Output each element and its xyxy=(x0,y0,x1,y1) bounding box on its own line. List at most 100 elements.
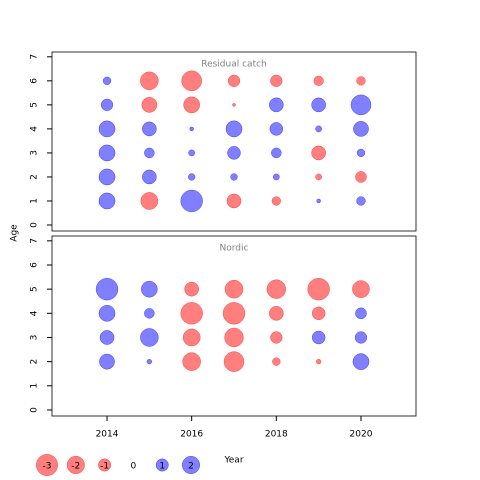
bubble xyxy=(184,281,199,297)
y-tick-label: 2 xyxy=(30,174,40,180)
bubble xyxy=(98,168,116,186)
bubble xyxy=(180,302,203,325)
y-tick-label: 7 xyxy=(30,54,40,60)
x-tick-label: 2018 xyxy=(265,430,288,440)
legend-bubble xyxy=(66,455,85,475)
y-tick-label: 2 xyxy=(30,359,40,365)
bubble xyxy=(99,330,115,345)
bubble xyxy=(222,302,246,325)
y-tick-label: 3 xyxy=(30,335,40,341)
bubble xyxy=(142,121,157,137)
bubble xyxy=(353,121,369,137)
bubble xyxy=(98,144,116,162)
bubble xyxy=(180,189,203,213)
y-tick-label: 6 xyxy=(30,262,40,268)
bubble xyxy=(350,94,372,116)
y-tick-label: 6 xyxy=(30,78,40,84)
bubble xyxy=(188,149,196,157)
bubble xyxy=(356,76,366,86)
x-tick-label: 2020 xyxy=(350,430,373,440)
bubble xyxy=(315,358,322,365)
bubble xyxy=(146,358,153,365)
bubble xyxy=(232,103,236,107)
bubble xyxy=(224,327,244,348)
y-tick-label: 3 xyxy=(30,150,40,156)
bubble xyxy=(355,171,367,183)
bubble xyxy=(311,145,326,161)
y-tick-label: 0 xyxy=(30,407,40,413)
bubble xyxy=(141,280,158,298)
y-tick-label: 1 xyxy=(30,383,40,389)
bubble xyxy=(98,192,116,210)
bubble xyxy=(227,74,241,87)
bubble xyxy=(182,328,201,347)
bubble xyxy=(98,304,116,322)
bubble xyxy=(266,279,286,299)
bubble xyxy=(313,75,324,86)
bubble xyxy=(183,96,201,114)
bubble xyxy=(224,279,244,299)
bubble xyxy=(272,357,281,366)
legend-label: 1 xyxy=(159,462,165,472)
y-tick-label: 4 xyxy=(30,126,40,132)
bubble xyxy=(188,173,196,181)
bubble xyxy=(227,146,241,160)
y-tick-label: 4 xyxy=(30,310,40,316)
bubble xyxy=(225,120,243,138)
bubble xyxy=(230,173,238,181)
legend-label: -2 xyxy=(71,462,80,472)
bubble xyxy=(269,97,284,113)
bubble xyxy=(140,192,159,210)
bubble xyxy=(182,352,201,371)
panel-title: Residual catch xyxy=(201,60,267,70)
bubble xyxy=(142,169,157,185)
bubble xyxy=(356,196,366,206)
bubble xyxy=(355,307,367,320)
bubble xyxy=(95,277,119,301)
panel-title: Nordic xyxy=(220,244,249,254)
x-axis-label: Year xyxy=(223,456,243,466)
bubble xyxy=(311,306,326,321)
legend-bubble xyxy=(98,458,112,472)
bubble xyxy=(311,330,326,345)
panel-frame xyxy=(51,51,417,232)
legend-bubble xyxy=(181,455,201,475)
y-tick-label: 0 xyxy=(30,222,40,228)
bubble xyxy=(315,125,323,133)
legend-label: 2 xyxy=(188,462,194,472)
bubble xyxy=(226,193,242,209)
bubble xyxy=(98,120,116,138)
bubble xyxy=(144,308,155,319)
bubble xyxy=(102,76,112,86)
bubble xyxy=(99,353,115,370)
bubble xyxy=(100,98,114,111)
bubble xyxy=(307,277,330,301)
bubble xyxy=(352,280,370,298)
bubble xyxy=(270,331,283,344)
bubble xyxy=(271,196,281,206)
bubble xyxy=(311,97,326,113)
bubble xyxy=(223,351,245,372)
y-tick-label: 7 xyxy=(30,238,40,244)
panel-frame xyxy=(51,235,417,417)
legend-bubble xyxy=(36,454,58,476)
bubble xyxy=(141,97,158,113)
y-axis-label: Age xyxy=(10,224,20,242)
bubble xyxy=(272,173,280,181)
bubble xyxy=(270,74,283,87)
bubble xyxy=(140,328,159,347)
legend-bubble xyxy=(155,458,169,472)
bubble xyxy=(181,70,202,92)
y-tick-label: 5 xyxy=(30,102,40,108)
x-tick-label: 2016 xyxy=(180,430,203,440)
y-tick-label: 1 xyxy=(30,198,40,204)
bubble xyxy=(271,147,282,159)
legend-label: -3 xyxy=(43,462,52,472)
bubble xyxy=(354,331,368,344)
x-tick-label: 2014 xyxy=(96,430,119,440)
y-tick-label: 5 xyxy=(30,286,40,292)
bubble xyxy=(269,305,284,321)
bubble xyxy=(316,198,321,204)
bubble xyxy=(352,353,370,370)
